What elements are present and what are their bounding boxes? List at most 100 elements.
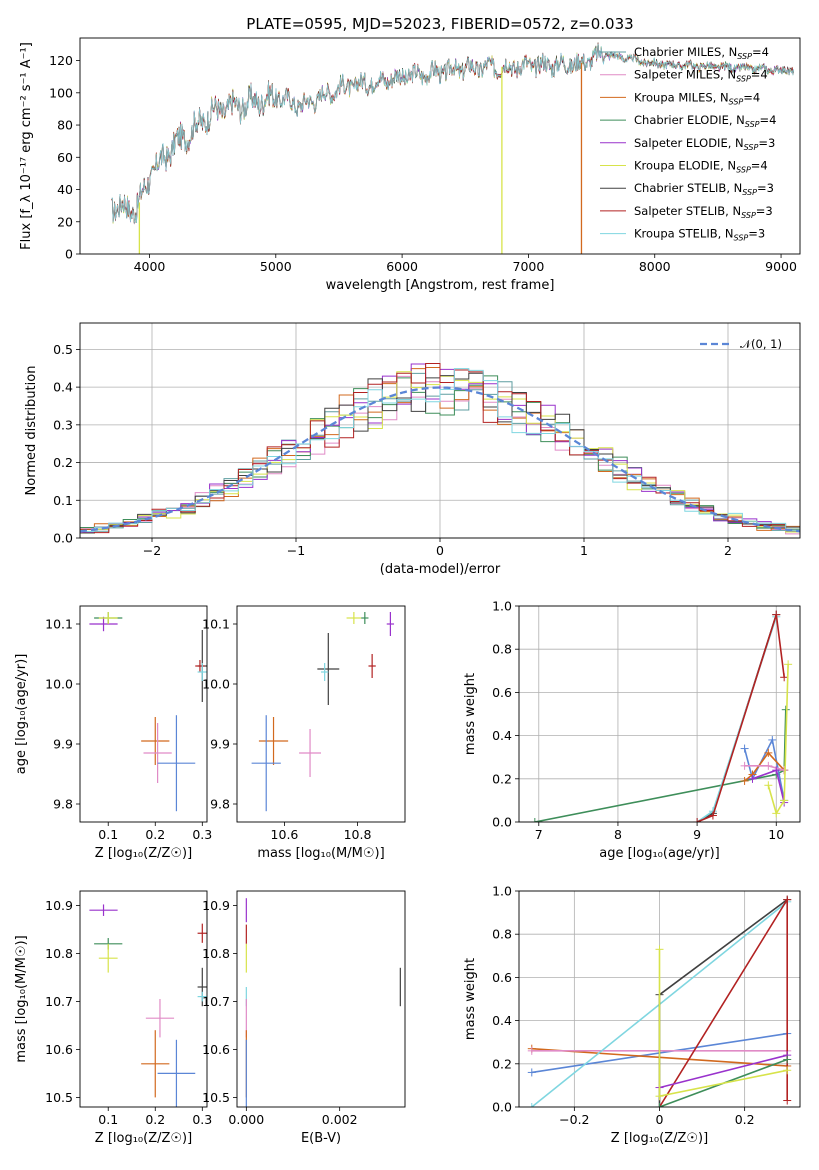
y-tick-label: 60 (57, 150, 73, 165)
spectrum-series (111, 43, 795, 224)
weight-series (696, 614, 778, 822)
x-tick-label: 8000 (639, 259, 671, 274)
x-tick-label: 0.2 (735, 1112, 755, 1127)
x-tick-label: −2 (143, 543, 161, 558)
data-point (361, 612, 369, 624)
y-tick-label: 120 (49, 53, 73, 68)
gauss-curve (80, 386, 800, 533)
x-axis-label: E(B-V) (301, 1131, 341, 1146)
y-tick-label: 9.9 (210, 737, 230, 752)
axes-frame (236, 605, 406, 823)
y-tick-label: 100 (49, 85, 73, 100)
y-tick-label: 0.2 (492, 771, 512, 786)
x-axis-label: (data-model)/error (380, 562, 501, 577)
y-axis-label: age [log₁₀(age/yr)] (14, 654, 29, 775)
y-tick-label: 9.8 (210, 797, 230, 812)
weight-series (744, 751, 785, 782)
legend-entry: Chabrier MILES, NSSP=4 (634, 45, 769, 61)
weight-lines (527, 895, 792, 1107)
x-tick-label: 1 (580, 543, 588, 558)
y-tick-label: 0.6 (492, 685, 512, 700)
y-axis-label: Normed distribution (24, 366, 39, 496)
legend-entry: Chabrier STELIB, NSSP=3 (634, 181, 774, 197)
data-point (299, 729, 321, 777)
axes-frame (236, 890, 406, 1108)
weight_vs_age-panel: 7 8 9 10 0.0 0.2 0.4 0.6 0.8 1.0 age [log₁₀(age/yr… (463, 599, 801, 861)
y-tick-label: 10.8 (202, 946, 230, 961)
data-point (195, 660, 205, 672)
data-point (157, 1039, 196, 1107)
data-point (258, 717, 289, 765)
y-tick-label: 10.9 (202, 898, 230, 913)
x-tick-label: 8 (614, 827, 622, 842)
x-tick-label: 10.8 (344, 827, 372, 842)
x-tick-label: 0.3 (192, 1112, 212, 1127)
y-tick-label: 0.0 (492, 815, 512, 830)
y-tick-label: 0.8 (492, 642, 512, 657)
x-tick-label: 0 (436, 543, 444, 558)
error-bars (245, 898, 401, 1107)
x-axis-label: Z [log₁₀(Z/Z☉)] (95, 1131, 192, 1146)
y-tick-label: 9.8 (53, 797, 73, 812)
data-point (98, 943, 118, 973)
y-axis-label: mass weight (463, 673, 478, 755)
y-tick-label: 0.3 (53, 417, 73, 432)
x-tick-label: 2 (724, 543, 732, 558)
x-tick-label: 10.6 (271, 827, 299, 842)
weight-lines (530, 610, 793, 822)
y-axis-label: Flux [f_λ 10⁻¹⁷ erg cm⁻² s⁻¹ A⁻¹] (19, 42, 34, 250)
y-tick-label: 0.4 (492, 1013, 512, 1028)
data-point (197, 663, 207, 681)
y-tick-label: 0.4 (492, 728, 512, 743)
x-tick-label: 0 (656, 1112, 664, 1127)
x-axis-label: wavelength [Angstrom, rest frame] (326, 278, 555, 293)
axes-frame (79, 322, 801, 539)
y-tick-label: 10.6 (202, 1042, 230, 1057)
x-tick-label: 9000 (765, 259, 797, 274)
y-tick-label: 10.0 (202, 677, 230, 692)
legend-entry: 𝒩(0, 1) (740, 337, 782, 351)
legend-entry: Salpeter ELODIE, NSSP=3 (634, 136, 775, 152)
y-tick-label: 10.6 (45, 1042, 73, 1057)
error-bars (89, 904, 207, 1107)
y-tick-label: 0.2 (53, 455, 73, 470)
data-point (141, 717, 170, 765)
axes-frame (518, 890, 801, 1108)
x-tick-label: 10 (768, 827, 784, 842)
weight_vs_Z-panel: −0.2 0 0.2 0.0 0.2 0.4 0.6 0.8 1.0 Z [log₁₀(Z/Z☉)… (463, 884, 801, 1146)
y-tick-label: 0.2 (492, 1056, 512, 1071)
y-tick-label: 10.1 (45, 617, 73, 632)
y-tick-label: 0.0 (53, 531, 73, 546)
y-axis-label: mass [log₁₀(M/M☉)] (14, 935, 29, 1062)
data-point (251, 715, 281, 812)
weight-series (767, 664, 789, 816)
y-tick-label: 10.0 (45, 677, 73, 692)
legend-entry: Kroupa STELIB, NSSP=3 (634, 227, 765, 243)
x-tick-label: 6000 (386, 259, 418, 274)
x-tick-label: 0.3 (192, 827, 212, 842)
y-tick-label: 1.0 (492, 884, 512, 899)
y-tick-label: 1.0 (492, 599, 512, 614)
data-point (197, 991, 207, 1002)
data-point (143, 723, 172, 783)
weight-series (696, 616, 778, 822)
spectrum-lines (111, 42, 795, 254)
data-point (89, 904, 118, 916)
weight-series (696, 614, 785, 822)
spectrum-panel: 4000 5000 6000 7000 8000 9000 0 20 40 60 80 100 120 w… (19, 37, 801, 293)
data-point (145, 999, 175, 1038)
data-point (317, 633, 340, 705)
data-point (386, 612, 395, 636)
y-tick-label: 0.1 (53, 493, 73, 508)
figure-title: PLATE=0595, MJD=52023, FIBERID=0572, z=0… (246, 15, 633, 33)
legend-entry: Salpeter STELIB, NSSP=3 (634, 204, 773, 220)
x-tick-label: 4000 (134, 259, 166, 274)
x-tick-label: 0.2 (145, 1112, 165, 1127)
data-point (89, 616, 118, 632)
mass_vs_Z-panel: 0.1 0.2 0.3 10.5 10.6 10.7 10.8 10.9 Z [log₁₀(Z/… (14, 890, 212, 1146)
error-bars (251, 612, 395, 812)
x-tick-label: 7 (535, 827, 543, 842)
mass_vs_ebv-panel: 0.000 0.002 10.5 10.6 10.7 10.8 10.9 E(B-V) (202, 890, 406, 1146)
legend-entry: Chabrier ELODIE, NSSP=4 (634, 113, 776, 129)
